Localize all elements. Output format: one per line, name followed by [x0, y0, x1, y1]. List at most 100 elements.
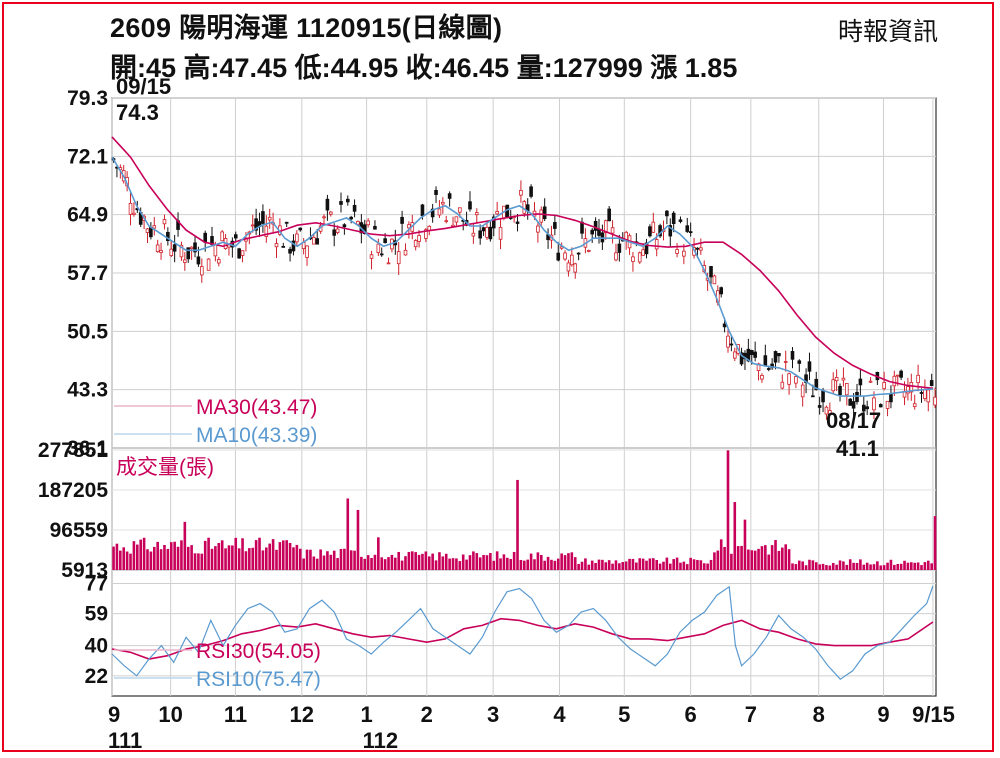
volume-bar [475, 553, 479, 570]
high-value-annotation: 74.3 [116, 100, 159, 125]
candle-body [162, 219, 167, 225]
candle-body [179, 244, 184, 258]
candle-body [614, 252, 618, 261]
volume-bar [614, 560, 618, 570]
volume-bar [119, 550, 122, 570]
volume-bar [159, 549, 163, 570]
volume-bar [210, 548, 214, 570]
volume-bar [115, 543, 119, 570]
candle-body [386, 262, 391, 265]
candle-body [760, 375, 764, 380]
volume-bar [675, 557, 679, 570]
volume-bar [658, 563, 662, 570]
volume-bar [825, 565, 828, 570]
volume-bar [828, 565, 832, 570]
volume-bar [322, 555, 326, 570]
candle-body [685, 225, 690, 232]
volume-bar [808, 559, 811, 570]
low-date-annotation: 08/17 [826, 408, 881, 433]
candle-body [607, 208, 611, 222]
candle-body [919, 392, 924, 394]
volume-bar [241, 538, 244, 570]
volume-bar [811, 560, 815, 570]
candle-body [183, 259, 187, 263]
candle-body [824, 406, 829, 415]
volume-bar [315, 558, 319, 570]
volume-bar [859, 559, 862, 570]
volume-bar [601, 559, 604, 570]
candle-body [811, 395, 815, 398]
rsi10-line [111, 585, 934, 680]
volume-bar [485, 555, 489, 570]
candle-body [688, 231, 693, 234]
volume-bar [916, 562, 920, 570]
volume-bar [292, 547, 295, 570]
volume-bar [288, 542, 292, 570]
candle-body [841, 377, 846, 381]
candle-body [349, 216, 353, 220]
volume-bar [509, 558, 513, 570]
volume-bar [444, 553, 448, 570]
candle-body [895, 374, 900, 377]
volume-bar [295, 544, 299, 570]
volume-bar [723, 546, 726, 570]
volume-bar [906, 562, 910, 570]
price-tick-label: 36.1 [67, 437, 108, 460]
volume-bar [186, 546, 190, 570]
candle-body [872, 397, 876, 411]
volume-bar [451, 558, 455, 570]
candle-body [916, 374, 920, 384]
volume-bar [587, 564, 591, 570]
volume-bar [302, 558, 305, 570]
volume-bar [886, 562, 889, 570]
candle-body [719, 287, 724, 295]
candle-body [899, 370, 903, 378]
volume-bar [706, 563, 709, 570]
volume-bar [489, 553, 492, 570]
x-tick-label: 6 [685, 702, 697, 727]
volume-bar [465, 559, 468, 570]
candle-body [885, 400, 890, 409]
candle-body [376, 243, 381, 253]
candle-body [587, 249, 591, 252]
candle-body [471, 232, 476, 237]
candle-body [817, 405, 822, 408]
volume-bar [757, 548, 760, 570]
volume-bar [305, 549, 309, 570]
volume-bar [468, 555, 472, 570]
volume-bar [760, 546, 764, 570]
volume-bar [865, 562, 869, 570]
price-tick-label: 50.5 [67, 320, 108, 343]
volume-bar [207, 537, 210, 570]
volume-bar [631, 558, 635, 570]
volume-bar [665, 557, 669, 570]
volume-bar [638, 558, 642, 570]
candle-body [352, 204, 357, 212]
volume-bar [641, 558, 645, 570]
candle-body [454, 216, 459, 223]
volume-bar [556, 558, 560, 570]
candle-body [478, 230, 482, 239]
candle-body [800, 384, 805, 398]
volume-bar [112, 546, 115, 570]
volume-bar [506, 557, 509, 570]
candle-body [240, 250, 245, 256]
volume-bar [373, 554, 377, 570]
volume-bar [326, 551, 329, 570]
candle-body [770, 363, 774, 369]
candle-body [468, 201, 472, 210]
volume-bar [516, 479, 519, 570]
volume-bar [604, 562, 608, 570]
candle-body [383, 238, 387, 244]
candle-body [732, 351, 737, 359]
candle-body [855, 391, 859, 403]
volume-bar [539, 554, 543, 570]
volume-bar [163, 545, 166, 570]
volume-bar [244, 551, 248, 570]
volume-bar [879, 565, 883, 570]
volume-bar [594, 563, 597, 570]
candle-body [132, 212, 136, 215]
volume-bar [142, 537, 146, 570]
volume-bar [692, 559, 696, 570]
volume-bar [930, 563, 933, 570]
